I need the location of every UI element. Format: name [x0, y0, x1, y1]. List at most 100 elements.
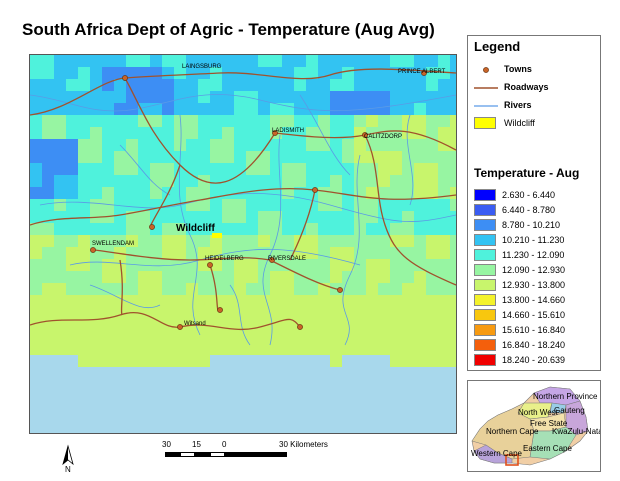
raster-cell	[210, 247, 222, 259]
raster-cell	[234, 331, 246, 343]
raster-cell	[210, 343, 222, 355]
raster-cell	[138, 223, 150, 235]
temperature-legend-heading: Temperature - Aug	[474, 166, 580, 180]
raster-cell	[258, 343, 270, 355]
inset-label-northern-province: Northern Province	[533, 392, 598, 401]
raster-cell	[402, 199, 414, 211]
raster-cell	[414, 199, 426, 211]
raster-cell	[222, 115, 234, 127]
raster-cell	[438, 139, 450, 151]
raster-cell	[246, 199, 258, 211]
raster-cell	[354, 151, 366, 163]
raster-cell	[90, 79, 102, 91]
raster-cell	[54, 151, 66, 163]
raster-cell	[294, 331, 306, 343]
class-range-label: 13.800 - 14.660	[502, 295, 566, 305]
raster-cell	[414, 319, 426, 331]
raster-cell	[114, 55, 126, 67]
raster-cell	[270, 223, 282, 235]
raster-cell	[90, 55, 102, 67]
raster-cell	[222, 55, 234, 67]
raster-cell	[354, 55, 366, 67]
raster-cell	[270, 151, 282, 163]
raster-cell	[138, 355, 150, 367]
raster-cell	[390, 307, 402, 319]
raster-cell	[306, 103, 318, 115]
raster-cell	[294, 247, 306, 259]
raster-cell	[438, 295, 450, 307]
raster-cell	[222, 283, 234, 295]
raster-cell	[42, 175, 54, 187]
class-range-label: 6.440 - 8.780	[502, 205, 556, 215]
raster-cell	[102, 67, 114, 79]
raster-cell	[66, 151, 78, 163]
north-arrow-icon	[62, 444, 74, 466]
temperature-map[interactable]: LAINGSBURG PRINCE ALBERT LADISMITH CALITZDO…	[29, 54, 457, 434]
raster-cell	[198, 67, 210, 79]
legend-roadways-label: Roadways	[504, 82, 549, 92]
raster-cell	[42, 235, 54, 247]
raster-cell	[186, 139, 198, 151]
raster-cell	[318, 247, 330, 259]
raster-cell	[78, 355, 90, 367]
raster-cell	[30, 199, 42, 211]
raster-cell	[294, 271, 306, 283]
raster-cell	[342, 103, 354, 115]
raster-cell	[222, 223, 234, 235]
raster-cell	[282, 319, 294, 331]
raster-cell	[390, 295, 402, 307]
raster-cell	[126, 79, 138, 91]
raster-cell	[270, 55, 282, 67]
raster-cell	[450, 211, 456, 223]
raster-cell	[378, 295, 390, 307]
raster-cell	[102, 223, 114, 235]
raster-cell	[402, 91, 414, 103]
legend-class-row: 14.660 - 15.610	[474, 308, 565, 322]
raster-cell	[126, 163, 138, 175]
raster-cell	[54, 319, 66, 331]
raster-cell	[198, 259, 210, 271]
raster-cell	[270, 199, 282, 211]
raster-cell	[66, 331, 78, 343]
town-marker	[90, 247, 96, 253]
raster-cell	[426, 271, 438, 283]
raster-cell	[318, 331, 330, 343]
raster-cell	[222, 151, 234, 163]
raster-cell	[210, 79, 222, 91]
raster-cell	[162, 211, 174, 223]
raster-cell	[126, 283, 138, 295]
class-range-label: 2.630 - 6.440	[502, 190, 556, 200]
raster-cell	[210, 151, 222, 163]
raster-cell	[126, 223, 138, 235]
raster-cell	[102, 235, 114, 247]
raster-cell	[270, 307, 282, 319]
town-label: PRINCE ALBERT	[398, 69, 446, 75]
raster-cell	[330, 103, 342, 115]
raster-cell	[222, 187, 234, 199]
raster-cell	[90, 355, 102, 367]
raster-cell	[246, 139, 258, 151]
raster-cell	[102, 127, 114, 139]
raster-cell	[402, 223, 414, 235]
raster-cell	[450, 199, 456, 211]
raster-cell	[174, 211, 186, 223]
raster-cell	[198, 91, 210, 103]
raster-cell	[210, 127, 222, 139]
raster-cell	[42, 199, 54, 211]
raster-cell	[450, 115, 456, 127]
raster-cell	[138, 163, 150, 175]
raster-cell	[258, 331, 270, 343]
raster-cell	[402, 307, 414, 319]
legend-class-row: 8.780 - 10.210	[474, 218, 560, 232]
raster-cell	[402, 187, 414, 199]
raster-cell	[30, 211, 42, 223]
raster-cell	[198, 223, 210, 235]
raster-cell	[294, 199, 306, 211]
river-line	[119, 144, 171, 196]
raster-cell	[390, 163, 402, 175]
raster-cell	[90, 187, 102, 199]
raster-cell	[174, 67, 186, 79]
raster-cell	[126, 343, 138, 355]
raster-cell	[450, 307, 456, 319]
raster-cell	[162, 307, 174, 319]
